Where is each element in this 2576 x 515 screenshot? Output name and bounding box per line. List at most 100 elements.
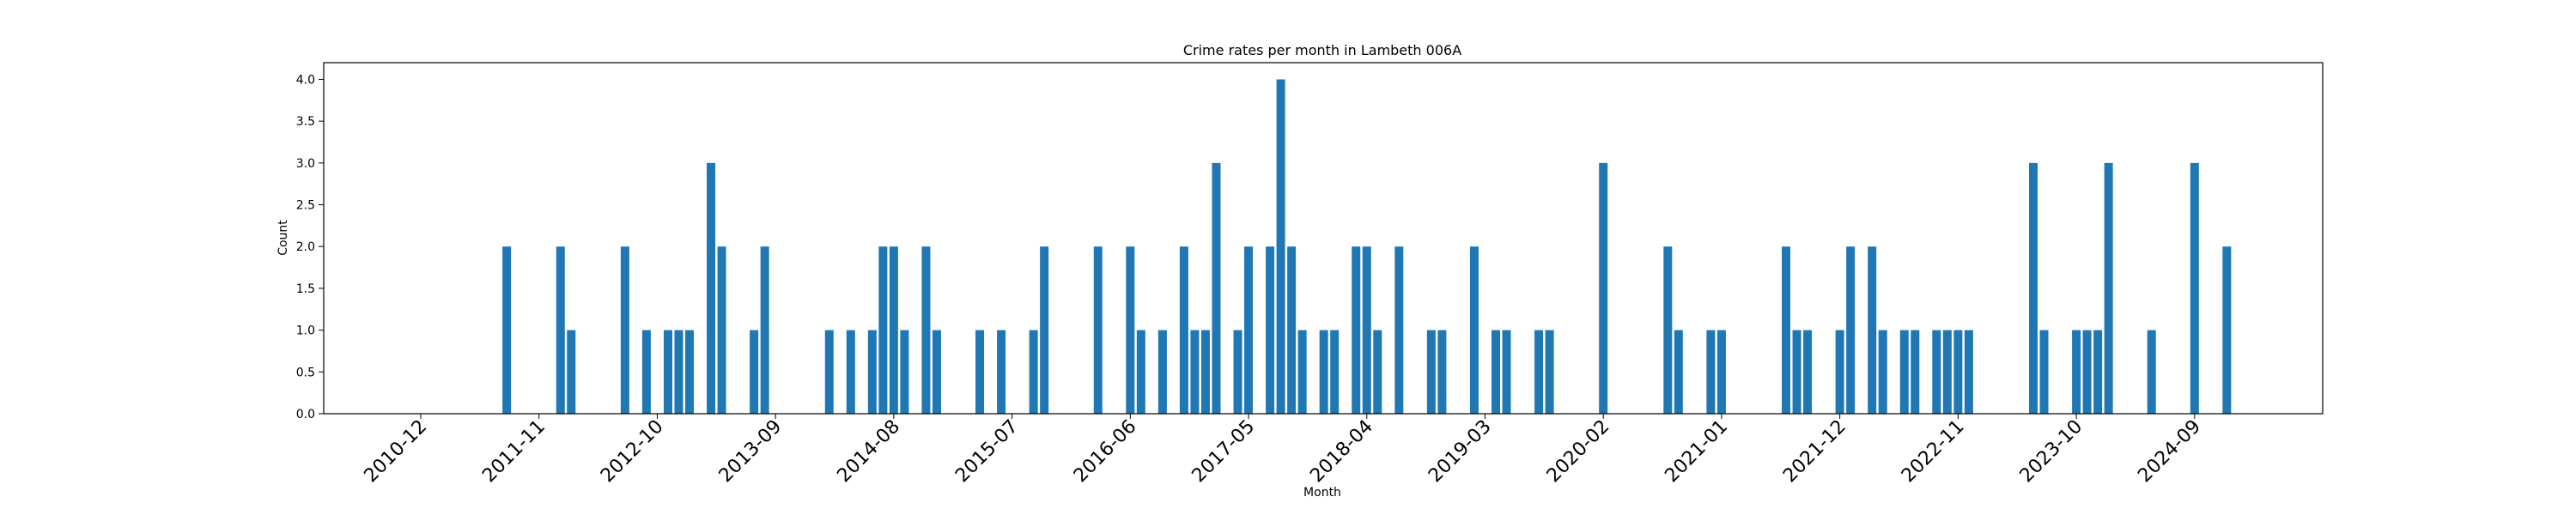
x-tick-label: 2023-10 bbox=[2016, 416, 2087, 488]
bar-2018-05 bbox=[1373, 330, 1382, 414]
bar-2016-06 bbox=[1126, 246, 1135, 414]
bar-2024-12 bbox=[2222, 246, 2232, 414]
bar-2012-01 bbox=[556, 246, 565, 414]
bar-2017-05 bbox=[1244, 246, 1254, 414]
y-tick-label: 1.5 bbox=[296, 282, 315, 296]
bar-2024-05 bbox=[2147, 330, 2156, 414]
bar-2018-10 bbox=[1426, 330, 1436, 414]
y-axis: 0.0 0.5 1.0 1.5 2.0 2.5 3.0 3.5 4.0 bbox=[296, 73, 324, 421]
bar-2018-07 bbox=[1394, 246, 1404, 414]
y-tick-label: 3.0 bbox=[296, 157, 315, 171]
y-tick-label: 2.5 bbox=[296, 199, 315, 213]
bar-2014-04 bbox=[846, 330, 855, 414]
bar-2021-01 bbox=[1716, 330, 1726, 414]
bar-2023-12 bbox=[2093, 330, 2103, 414]
bar-2020-02 bbox=[1599, 162, 1608, 415]
bar-2018-01 bbox=[1330, 330, 1340, 414]
x-tick-label: 2010-12 bbox=[361, 416, 432, 488]
bar-2017-02 bbox=[1212, 162, 1221, 415]
y-tick-label: 1.0 bbox=[296, 324, 315, 338]
bar-2022-03 bbox=[1868, 246, 1877, 414]
bar-2014-06 bbox=[867, 330, 877, 414]
bar-2011-08 bbox=[502, 246, 512, 414]
bar-2019-09 bbox=[1545, 330, 1554, 414]
x-tick-label: 2020-02 bbox=[1543, 416, 1614, 488]
bar-2023-07 bbox=[2039, 330, 2049, 414]
bar-2021-12 bbox=[1835, 330, 1844, 414]
bar-2022-04 bbox=[1878, 330, 1887, 414]
bar-2017-09 bbox=[1287, 246, 1297, 414]
bar-2016-12 bbox=[1190, 330, 1200, 414]
bar-2015-04 bbox=[975, 330, 985, 414]
bar-2021-08 bbox=[1792, 330, 1801, 414]
bar-2014-07 bbox=[878, 246, 888, 414]
bar-2020-09 bbox=[1674, 330, 1683, 414]
bar-2015-10 bbox=[1040, 246, 1049, 414]
bar-2024-01 bbox=[2104, 162, 2113, 415]
bar-2023-06 bbox=[2029, 162, 2038, 415]
x-tick-label: 2016-06 bbox=[1070, 416, 1141, 488]
bar-2016-09 bbox=[1157, 330, 1167, 414]
x-tick-label: 2018-04 bbox=[1306, 416, 1377, 488]
y-tick-label: 4.0 bbox=[296, 73, 315, 87]
bar-2014-08 bbox=[889, 246, 898, 414]
bar-2013-01 bbox=[685, 330, 694, 414]
bar-2014-09 bbox=[900, 330, 909, 414]
bar-2013-03 bbox=[707, 162, 716, 415]
bar-2022-07 bbox=[1911, 330, 1920, 414]
bar-2012-12 bbox=[674, 330, 683, 414]
chart-title: Crime rates per month in Lambeth 006A bbox=[1183, 42, 1461, 58]
bar-2017-10 bbox=[1297, 330, 1307, 414]
x-tick-label: 2024-09 bbox=[2134, 416, 2205, 488]
bar-2022-06 bbox=[1899, 330, 1909, 414]
x-tick-label: 2021-01 bbox=[1661, 416, 1732, 488]
bar-2022-11 bbox=[1953, 330, 1963, 414]
y-tick-label: 0.0 bbox=[296, 408, 315, 421]
bar-2014-11 bbox=[921, 246, 931, 414]
bars-group bbox=[502, 79, 2232, 415]
bar-2014-12 bbox=[932, 330, 941, 414]
bar-2022-09 bbox=[1932, 330, 1941, 414]
bar-2023-10 bbox=[2072, 330, 2081, 414]
plot-frame bbox=[323, 62, 2324, 415]
bar-2018-03 bbox=[1352, 246, 1361, 414]
x-tick-label: 2019-03 bbox=[1425, 416, 1496, 488]
bar-2019-05 bbox=[1502, 330, 1511, 414]
bar-2012-09 bbox=[641, 330, 651, 414]
bar-2022-01 bbox=[1846, 246, 1856, 414]
bar-2020-12 bbox=[1706, 330, 1716, 414]
bar-2017-12 bbox=[1319, 330, 1328, 414]
x-tick-label: 2011-11 bbox=[478, 416, 550, 488]
bar-2018-11 bbox=[1437, 330, 1447, 414]
y-tick-label: 3.5 bbox=[296, 115, 315, 129]
bar-2016-07 bbox=[1136, 330, 1145, 414]
bar-2024-09 bbox=[2190, 162, 2199, 415]
bar-2021-07 bbox=[1782, 246, 1791, 414]
bar-2019-04 bbox=[1492, 330, 1500, 414]
x-tick-label: 2022-11 bbox=[1898, 416, 1969, 488]
bar-2016-03 bbox=[1093, 246, 1103, 414]
bar-2018-04 bbox=[1362, 246, 1371, 414]
y-tick-label: 0.5 bbox=[296, 366, 315, 379]
x-tick-label: 2015-07 bbox=[951, 416, 1023, 488]
bar-2012-02 bbox=[567, 330, 576, 414]
bar-2017-01 bbox=[1200, 330, 1210, 414]
x-tick-label: 2021-12 bbox=[1779, 416, 1850, 488]
x-axis: 2010-12 2011-11 2012-10 2013-09 2014-08 2015-… bbox=[361, 414, 2205, 487]
bar-2012-07 bbox=[620, 246, 629, 414]
bar-2015-06 bbox=[997, 330, 1006, 414]
bar-2021-09 bbox=[1803, 330, 1813, 414]
bar-2020-08 bbox=[1663, 246, 1673, 414]
bar-2022-10 bbox=[1942, 330, 1952, 414]
bar-2017-07 bbox=[1266, 246, 1275, 414]
bar-2019-08 bbox=[1534, 330, 1544, 414]
x-tick-label: 2013-09 bbox=[715, 416, 787, 488]
bar-2013-04 bbox=[717, 246, 726, 414]
bar-2022-12 bbox=[1964, 330, 1973, 414]
x-tick-label: 2014-08 bbox=[833, 416, 904, 488]
x-tick-label: 2012-10 bbox=[597, 416, 668, 488]
bar-2023-11 bbox=[2082, 330, 2092, 414]
y-axis-label: Count bbox=[276, 220, 290, 256]
bar-2013-07 bbox=[750, 330, 759, 414]
